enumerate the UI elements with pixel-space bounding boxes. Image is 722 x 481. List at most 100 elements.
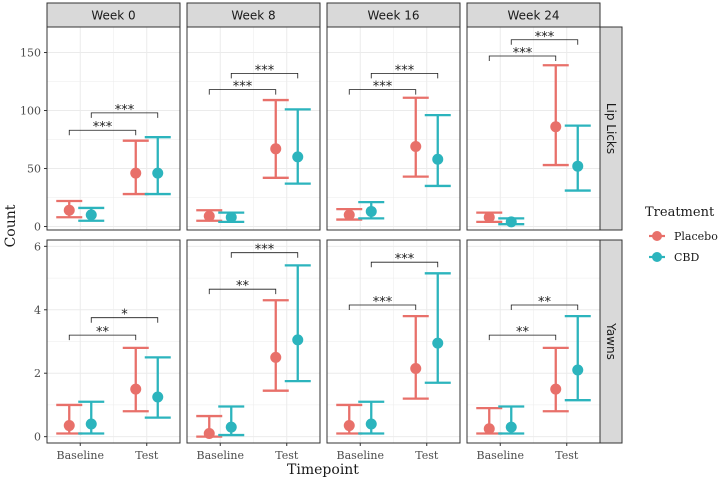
x-tick-label-week-24-baseline: Baseline xyxy=(477,449,524,462)
strip-week-0: Week 0 xyxy=(46,2,181,28)
x-tick-label-week-0-test: Test xyxy=(135,449,159,462)
x-tick-label-week-16-baseline: Baseline xyxy=(337,449,384,462)
panel-lip-licks-week-16-placebo-test-point xyxy=(410,140,422,152)
panel-lip-licks-week-0-bracket-0-label: *** xyxy=(93,120,113,135)
panel-lip-licks-week-24-border xyxy=(466,26,601,231)
panel-yawns-week-16-placebo-test-point xyxy=(410,362,422,374)
panel-lip-licks-week-16-bracket-1: *** xyxy=(370,63,439,78)
panel-yawns-week-8-placebo-test-point xyxy=(270,351,282,363)
strip-week-0-label: Week 0 xyxy=(91,9,135,23)
legend-item-cbd: CBD xyxy=(649,251,700,264)
strip-week-24: Week 24 xyxy=(466,2,601,28)
panel-lip-licks-week-8-cbd-test-point xyxy=(292,151,304,163)
strip-week-16-label: Week 16 xyxy=(368,9,420,23)
panel-lip-licks-week-24: ****** xyxy=(466,26,601,231)
panel-lip-licks-week-0-bracket-0-line xyxy=(68,129,137,136)
panel-lip-licks-week-0-cbd-baseline-point xyxy=(85,209,97,221)
panel-yawns-week-24-bracket-1-line xyxy=(510,304,579,311)
panel-yawns-week-24-placebo-test-point xyxy=(550,383,562,395)
panel-lip-licks-week-24-bracket-1-label: *** xyxy=(535,30,555,45)
panel-lip-licks-week-0-placebo-baseline-point xyxy=(63,204,75,216)
strip-lip-licks-label: Lip Licks xyxy=(604,103,618,154)
panel-yawns-week-24: ** ** xyxy=(466,239,601,444)
strip-lip-licks: Lip Licks xyxy=(599,26,623,231)
strip-week-8-bg xyxy=(186,2,321,28)
panel-yawns-week-16-cbd-baseline-point xyxy=(365,418,377,430)
panel-lip-licks-week-24-cbd-test-point xyxy=(572,160,584,172)
panel-yawns-week-0-bracket-1: * xyxy=(90,308,159,323)
panel-yawns-week-0: *** xyxy=(46,239,181,444)
panel-lip-licks-week-16-bracket-0-line xyxy=(348,89,417,95)
panel-yawns-week-16-bracket-1: *** xyxy=(370,252,439,267)
panel-yawns-week-8-border xyxy=(186,239,321,444)
panel-yawns-week-8-cbd-test-point xyxy=(292,334,304,346)
y-tick-label-yawns-0: 0 xyxy=(34,431,41,444)
y-axis-title: Count xyxy=(3,204,19,247)
panel-yawns-week-0-bracket-0-label: ** xyxy=(96,325,110,340)
panel-lip-licks-week-0-bracket-1-line xyxy=(90,112,159,118)
strip-week-16: Week 16 xyxy=(326,2,461,28)
panel-lip-licks-week-8-bracket-1-label: *** xyxy=(255,63,275,78)
panel-yawns-week-24-bracket-1-label: ** xyxy=(538,295,552,310)
panel-yawns-week-0-bracket-1-label: * xyxy=(121,308,128,323)
x-tick-label-week-24-test: Test xyxy=(555,449,579,462)
panel-lip-licks-week-16: ****** xyxy=(326,26,461,231)
panel-yawns-week-16-bracket-0-line xyxy=(348,304,417,311)
panel-yawns-week-8: ***** xyxy=(186,239,321,444)
panel-yawns-week-0-cbd-test-point xyxy=(152,391,164,403)
x-axis-title: Timepoint xyxy=(287,462,359,478)
legend-title: Treatment xyxy=(645,205,715,220)
panel-lip-licks-week-16-bracket-0-label: *** xyxy=(373,80,393,95)
panel-yawns-week-16-bracket-0: *** xyxy=(348,295,417,311)
panel-yawns-week-24-cbd-baseline-point xyxy=(505,421,517,433)
panel-lip-licks-week-24-placebo-test-point xyxy=(550,121,562,133)
panel-yawns-week-8-bracket-0: ** xyxy=(208,279,277,294)
panel-yawns-week-8-bracket-1: *** xyxy=(230,243,299,258)
panel-lip-licks-week-0: ****** xyxy=(46,26,181,231)
panel-lip-licks-week-16-bracket-0: *** xyxy=(348,80,417,95)
panel-lip-licks-week-0-cbd-test-point xyxy=(152,167,164,179)
panel-yawns-week-24-bracket-0-label: ** xyxy=(516,325,530,340)
y-tick-label-yawns-2: 2 xyxy=(34,367,41,380)
panel-yawns-week-24-border xyxy=(466,239,601,444)
x-tick-label-week-8-test: Test xyxy=(275,449,299,462)
panel-yawns-week-0-bracket-0: ** xyxy=(68,325,137,340)
panel-lip-licks-week-0-placebo-test-point xyxy=(130,167,142,179)
panel-lip-licks-week-8-bracket-0-line xyxy=(208,89,277,95)
panel-yawns-week-8-placebo-baseline-point xyxy=(203,427,215,439)
panel-lip-licks-week-8-placebo-baseline-point xyxy=(203,210,215,222)
panel-yawns-week-0-border xyxy=(46,239,181,444)
panel-yawns-week-16-bracket-0-label: *** xyxy=(373,295,393,310)
panel-yawns-week-24-cbd-test-point xyxy=(572,364,584,376)
panel-lip-licks-week-0-border xyxy=(46,26,181,231)
y-tick-label-yawns-6: 6 xyxy=(34,240,41,253)
panel-lip-licks-week-16-cbd-baseline-point xyxy=(365,205,377,217)
panel-yawns-week-16-placebo-baseline-point xyxy=(343,420,355,432)
panel-yawns-week-8-bracket-0-label: ** xyxy=(236,279,250,294)
panel-yawns-week-24-placebo-baseline-point xyxy=(483,423,495,435)
legend-label-cbd: CBD xyxy=(674,251,700,264)
panel-yawns-week-8-cbd-baseline-point xyxy=(225,421,237,433)
strip-week-8: Week 8 xyxy=(186,2,321,28)
panel-lip-licks-week-16-cbd-test-point xyxy=(432,153,444,165)
panel-yawns-week-16-border xyxy=(326,239,461,444)
panel-lip-licks-week-16-placebo-baseline-point xyxy=(343,209,355,221)
legend-item-placebo: Placebo xyxy=(649,230,718,243)
y-tick-label-yawns-4: 4 xyxy=(34,304,41,317)
panel-yawns-week-24-bracket-0: ** xyxy=(488,325,557,340)
panel-lip-licks-week-16-border xyxy=(326,26,461,231)
panel-lip-licks-week-24-placebo-baseline-point xyxy=(483,211,495,223)
panel-lip-licks-week-8-cbd-baseline-point xyxy=(225,211,237,223)
panel-lip-licks-week-8-bracket-1: *** xyxy=(230,63,299,78)
panel-lip-licks-week-16-bracket-1-label: *** xyxy=(395,63,415,78)
legend-key-cbd-dot xyxy=(652,252,662,262)
x-tick-label-week-0-baseline: Baseline xyxy=(57,449,104,462)
panel-lip-licks-week-8-bracket-0-label: *** xyxy=(233,80,253,95)
panel-lip-licks-week-24-bracket-1: *** xyxy=(510,30,579,45)
strip-week-8-label: Week 8 xyxy=(231,9,275,23)
y-tick-label-lip-licks-0: 0 xyxy=(34,221,41,234)
chart-panels: Week 0 Week 8 Week 16 Week 24 Lip Licks 0 50 10… xyxy=(20,2,623,462)
panel-yawns-week-0-bracket-1-line xyxy=(90,317,159,323)
panel-lip-licks-week-24-bracket-0-line xyxy=(488,55,557,61)
